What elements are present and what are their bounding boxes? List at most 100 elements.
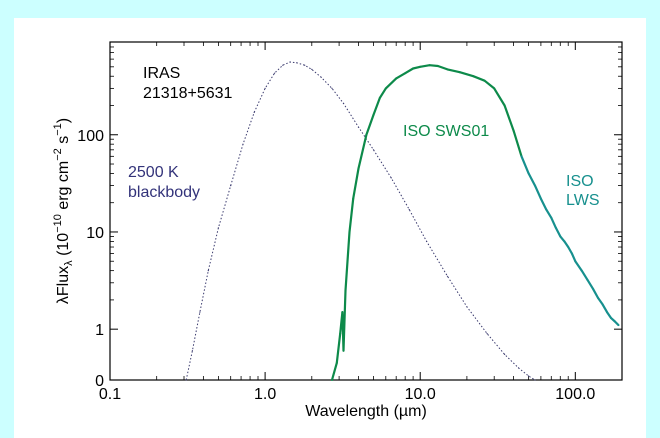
blackbody-curve-point: [217, 227, 219, 229]
lws-spectrum-line-point: [606, 311, 608, 314]
sws-spectrum-line-point: [335, 361, 338, 364]
sws-spectrum-line-point: [472, 75, 475, 78]
x-tick-label: 100.0: [555, 386, 595, 403]
lws-spectrum-line-point: [554, 226, 557, 229]
annotation-lws-line1: ISO: [566, 173, 594, 190]
lws-spectrum-line-point: [574, 260, 577, 263]
sws-spectrum-line-point: [483, 79, 486, 82]
sws-spectrum-line-point: [341, 311, 344, 314]
sws-spectrum-line-point: [493, 87, 496, 90]
annotation-blackbody-line1: 2500 K: [128, 164, 179, 181]
blackbody-curve-point: [534, 379, 536, 381]
y-tick-label: 0: [95, 373, 104, 390]
sws-spectrum-line-point: [419, 65, 422, 68]
blackbody-curve-point: [264, 87, 266, 89]
lws-spectrum-line-point: [567, 246, 570, 248]
lws-spectrum-line-point: [592, 287, 594, 290]
sws-spectrum-line-point: [365, 133, 368, 136]
x-axis-label: Wavelength (µm): [305, 403, 427, 420]
sws-spectrum-line-point: [378, 96, 381, 99]
y-tick-label: 10: [86, 225, 104, 242]
sws-spectrum-line-point: [346, 260, 349, 263]
blackbody-curve-point: [504, 353, 506, 355]
blackbody-curve-point: [273, 72, 276, 74]
blackbody-curve-point: [426, 240, 428, 242]
y-axis-ticks: 0 1 10 100: [77, 41, 622, 390]
plot-frame: [109, 41, 623, 381]
blackbody-curve-point: [185, 379, 187, 381]
lws-spectrum-line-point: [520, 155, 523, 158]
x-tick-label: 1.0: [254, 386, 276, 403]
annotation-sws: ISO SWS01: [403, 123, 489, 140]
lws-spectrum-line-point: [617, 324, 620, 327]
lws-spectrum-line-point: [586, 279, 589, 282]
blackbody-curve-point: [207, 270, 209, 272]
lws-spectrum-line-point: [527, 172, 530, 175]
sws-spectrum-line: [330, 64, 523, 381]
blackbody-curve-point: [357, 126, 360, 128]
y-axis-label: λFluxλ (10−10 erg cm−2 s−1): [52, 118, 75, 304]
lws-spectrum-line-point: [597, 296, 599, 299]
sws-spectrum-line-point: [372, 113, 375, 116]
lws-spectrum-line-point: [534, 184, 536, 187]
sws-spectrum-line-point: [436, 65, 439, 67]
sws-spectrum-line-point: [357, 167, 360, 170]
y-tick-label: 1: [95, 322, 104, 339]
lws-spectrum-line-point: [570, 252, 573, 255]
sws-spectrum-line-point: [352, 197, 355, 200]
sws-spectrum-line-point: [342, 349, 345, 352]
blackbody-curve: [185, 61, 536, 381]
annotation-object-line2: 21318+5631: [143, 85, 233, 102]
sws-spectrum-line-point: [331, 379, 333, 381]
blackbody-curve-point: [242, 143, 244, 145]
lws-spectrum-line-point: [539, 197, 542, 200]
blackbody-curve-point: [342, 102, 345, 104]
chart-panel: [14, 18, 646, 438]
lws-spectrum-line-point: [563, 240, 566, 243]
lws-spectrum-line-point: [613, 320, 616, 323]
blackbody-curve-point: [289, 61, 291, 63]
lws-spectrum-line-point: [601, 303, 604, 306]
blackbody-curve-point: [191, 350, 193, 352]
blackbody-curve-point: [230, 185, 232, 187]
x-tick-label: 10.0: [405, 386, 436, 403]
blackbody-curve-point: [253, 111, 255, 113]
sws-spectrum-line-point: [344, 289, 347, 292]
blackbody-curve-point: [296, 62, 298, 64]
x-tick-label: 0.1: [99, 386, 121, 403]
blackbody-curve-point: [304, 64, 306, 66]
sws-spectrum-line-point: [503, 104, 506, 107]
lws-spectrum-line-point: [559, 235, 562, 238]
blackbody-curve-point: [282, 64, 284, 66]
y-tick-label: 100: [77, 128, 104, 145]
annotation-object-line1: IRAS: [143, 65, 180, 82]
x-axis-ticks: 0.1 1.0 10.0 100.0: [99, 42, 623, 403]
lws-spectrum-line-point: [610, 317, 613, 320]
annotation-blackbody-line2: blackbody: [128, 184, 200, 201]
blackbody-curve-point: [311, 68, 313, 70]
sws-spectrum-line-point: [428, 64, 431, 67]
blackbody-curve-point: [408, 209, 410, 211]
sws-spectrum-line-point: [384, 87, 387, 90]
blackbody-curve-point: [446, 275, 449, 277]
sws-spectrum-line-point: [348, 231, 351, 233]
blackbody-curve-point: [372, 149, 375, 151]
blackbody-curve-point: [466, 306, 468, 308]
blackbody-curve-point: [199, 311, 201, 313]
blackbody-curve-point: [331, 87, 333, 89]
blackbody-curve-point: [528, 375, 530, 377]
sws-spectrum-line-point: [395, 77, 398, 80]
blackbody-curve-point: [517, 367, 520, 369]
sws-spectrum-line-point: [458, 71, 461, 74]
sws-spectrum-line-point: [339, 332, 342, 335]
series-group: [185, 61, 620, 381]
sws-spectrum-line-point: [446, 68, 449, 71]
lws-spectrum-line-point: [545, 208, 548, 211]
sws-spectrum-line-point: [404, 72, 407, 75]
sws-spectrum-line-point: [512, 129, 515, 132]
lws-spectrum-line-point: [580, 269, 583, 272]
lws-spectrum-line-point: [550, 216, 553, 219]
blackbody-curve-point: [320, 76, 322, 78]
annotation-lws-line2: LWS: [566, 192, 599, 209]
